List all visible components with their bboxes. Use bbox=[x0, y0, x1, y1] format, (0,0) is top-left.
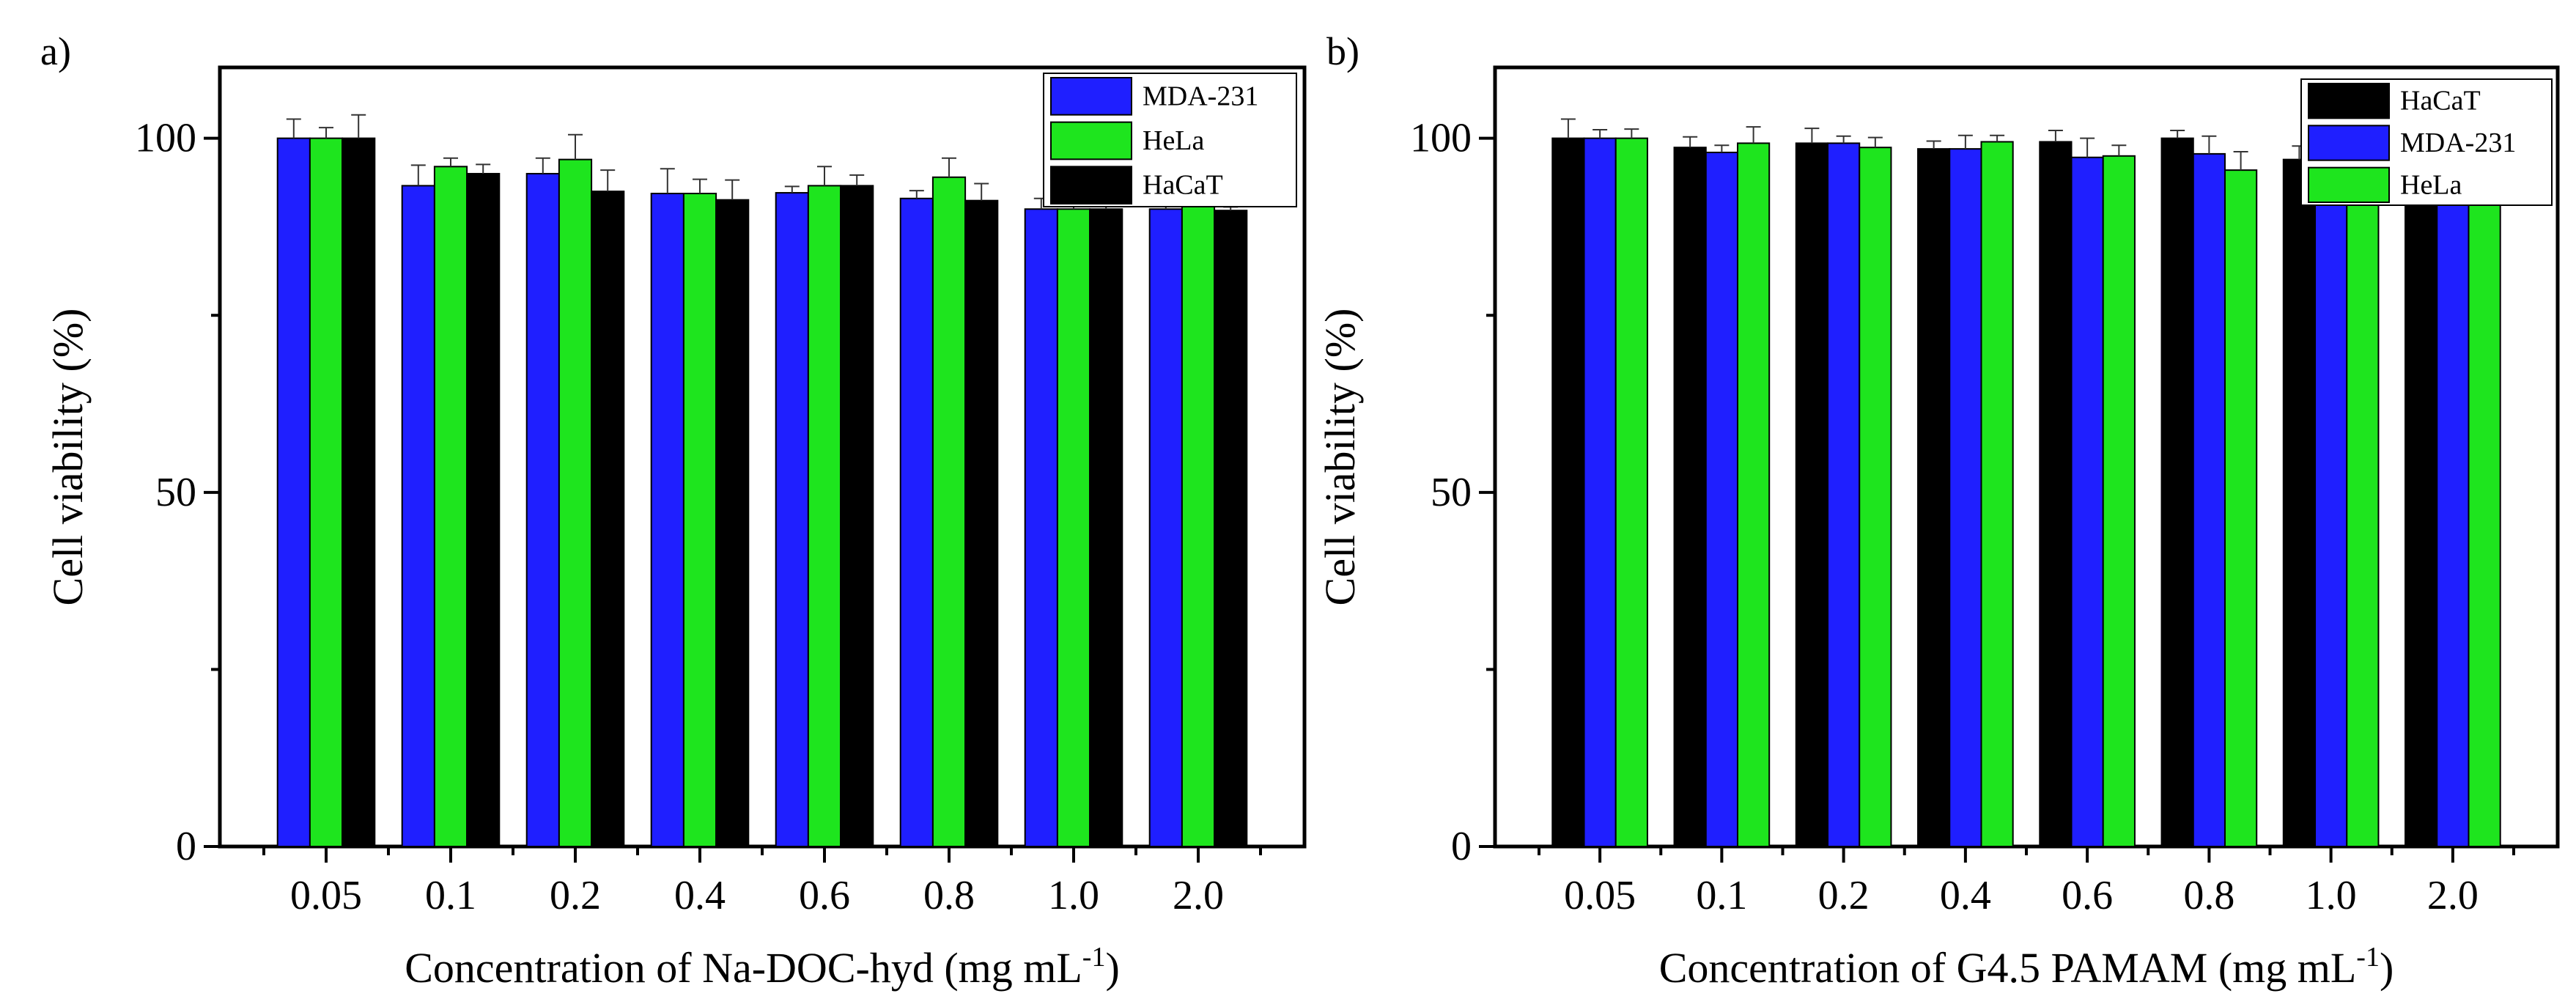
bar bbox=[1917, 148, 1951, 847]
bar bbox=[2160, 137, 2194, 848]
legend-label: HaCaT bbox=[1143, 170, 1223, 201]
x-tick-label: 0.4 bbox=[1940, 873, 1991, 918]
x-tick-label: 0.2 bbox=[550, 873, 601, 918]
bar bbox=[2468, 191, 2501, 847]
bar bbox=[276, 137, 311, 848]
legend-swatch bbox=[1050, 166, 1132, 204]
y-tick-label: 100 bbox=[135, 116, 196, 161]
bar bbox=[2102, 155, 2136, 847]
x-tick-label: 0.2 bbox=[1818, 873, 1870, 918]
x-axis-title-superscript: -1 bbox=[2356, 942, 2380, 973]
bar bbox=[1859, 147, 1892, 847]
bar bbox=[1827, 142, 1861, 848]
bar bbox=[1214, 210, 1248, 847]
y-tick-label: 0 bbox=[176, 824, 196, 869]
bar bbox=[899, 197, 934, 847]
x-tick-label: 0.8 bbox=[923, 873, 975, 918]
bar bbox=[931, 176, 967, 847]
legend-swatch bbox=[2308, 125, 2390, 161]
legend-label: HeLa bbox=[2400, 169, 2462, 200]
chart-panel-a: a) 0 50 100 Cell viability (%) 0.05 0.1 0.2 0.4 0… bbox=[40, 29, 1307, 992]
bar bbox=[1614, 137, 1648, 848]
bar bbox=[807, 185, 842, 847]
bar bbox=[558, 158, 593, 848]
legend-swatch bbox=[1050, 121, 1132, 161]
x-axis-title-close: ) bbox=[2380, 944, 2394, 992]
x-tick-label: 0.05 bbox=[1564, 873, 1636, 918]
bar bbox=[2346, 187, 2380, 848]
x-tick-label: 0.1 bbox=[425, 873, 476, 918]
bar bbox=[2405, 180, 2438, 848]
bar bbox=[1089, 208, 1123, 848]
x-axis-title-superscript: -1 bbox=[1082, 942, 1106, 973]
bar bbox=[1795, 142, 1829, 848]
x-tick-label: 0.1 bbox=[1696, 873, 1747, 918]
bar bbox=[2223, 169, 2258, 847]
bar bbox=[1056, 208, 1091, 848]
bar bbox=[1980, 141, 2014, 847]
x-axis-title-main: Concentration of Na-DOC-hyd (mg mL bbox=[405, 944, 1082, 992]
bar bbox=[964, 199, 999, 847]
x-tick-label: 0.6 bbox=[799, 873, 850, 918]
y-axis-title: Cell viability (%) bbox=[44, 309, 92, 606]
bar bbox=[401, 185, 435, 847]
bar bbox=[682, 193, 717, 847]
x-axis-title-close: ) bbox=[1105, 944, 1119, 992]
bar bbox=[2192, 152, 2226, 847]
legend-label: MDA-231 bbox=[2400, 128, 2516, 158]
bar bbox=[433, 166, 468, 848]
y-tick-label: 100 bbox=[1410, 116, 1472, 161]
bar bbox=[591, 191, 625, 847]
x-tick-label: 0.05 bbox=[290, 873, 362, 918]
bar bbox=[2436, 187, 2470, 848]
bar bbox=[1551, 137, 1585, 848]
y-tick-label: 50 bbox=[155, 470, 196, 515]
x-tick-label: 2.0 bbox=[2427, 873, 2479, 918]
bar bbox=[650, 193, 684, 847]
chart-panel-b: b) 0 50 100 Cell viability (%) 0.05 0.1 0.2 0.4 0… bbox=[1316, 29, 2560, 992]
x-axis-title: Concentration of Na-DOC-hyd (mg mL-1) bbox=[405, 942, 1120, 992]
bar bbox=[1583, 137, 1617, 848]
legend: HaCaT MDA-231 HeLa bbox=[2300, 78, 2553, 206]
bar bbox=[525, 172, 560, 848]
x-tick-label: 2.0 bbox=[1173, 873, 1224, 918]
legend-label: HeLa bbox=[1143, 125, 1205, 156]
panel-letter: b) bbox=[1326, 29, 1359, 73]
bar bbox=[1673, 147, 1707, 847]
bar bbox=[309, 137, 344, 848]
bar bbox=[2314, 180, 2348, 848]
y-tick-label: 0 bbox=[1451, 824, 1472, 869]
bar bbox=[1181, 204, 1216, 847]
bar bbox=[1024, 208, 1058, 848]
x-tick-label: 1.0 bbox=[2306, 873, 2357, 918]
x-tick-label: 1.0 bbox=[1048, 873, 1099, 918]
legend-label: HaCaT bbox=[2400, 86, 2481, 117]
panel-letter: a) bbox=[40, 29, 71, 73]
legend-label: MDA-231 bbox=[1143, 81, 1258, 111]
bar bbox=[1736, 142, 1771, 848]
bar bbox=[1949, 148, 1982, 847]
bar bbox=[2282, 158, 2317, 848]
bar bbox=[2039, 141, 2073, 847]
y-tick-label: 50 bbox=[1431, 470, 1472, 515]
x-tick-label: 0.6 bbox=[2062, 873, 2113, 918]
legend-swatch bbox=[2308, 166, 2390, 204]
legend: MDA-231 HeLa HaCaT bbox=[1043, 73, 1297, 207]
bar bbox=[840, 185, 874, 847]
legend-swatch bbox=[1050, 77, 1132, 116]
bar bbox=[775, 192, 809, 847]
bar bbox=[466, 172, 501, 848]
bar bbox=[2070, 156, 2104, 847]
legend-swatch bbox=[2308, 83, 2390, 119]
x-tick-label: 0.4 bbox=[674, 873, 726, 918]
x-axis-title-main: Concentration of G4.5 PAMAM (mg mL bbox=[1659, 944, 2357, 992]
bar bbox=[1705, 151, 1738, 848]
x-tick-label: 0.8 bbox=[2183, 873, 2234, 918]
bar bbox=[1148, 208, 1183, 848]
y-axis-title: Cell viability (%) bbox=[1316, 309, 1364, 606]
bar bbox=[715, 199, 750, 847]
x-axis-title: Concentration of G4.5 PAMAM (mg mL-1) bbox=[1659, 942, 2394, 992]
bar bbox=[342, 137, 376, 848]
